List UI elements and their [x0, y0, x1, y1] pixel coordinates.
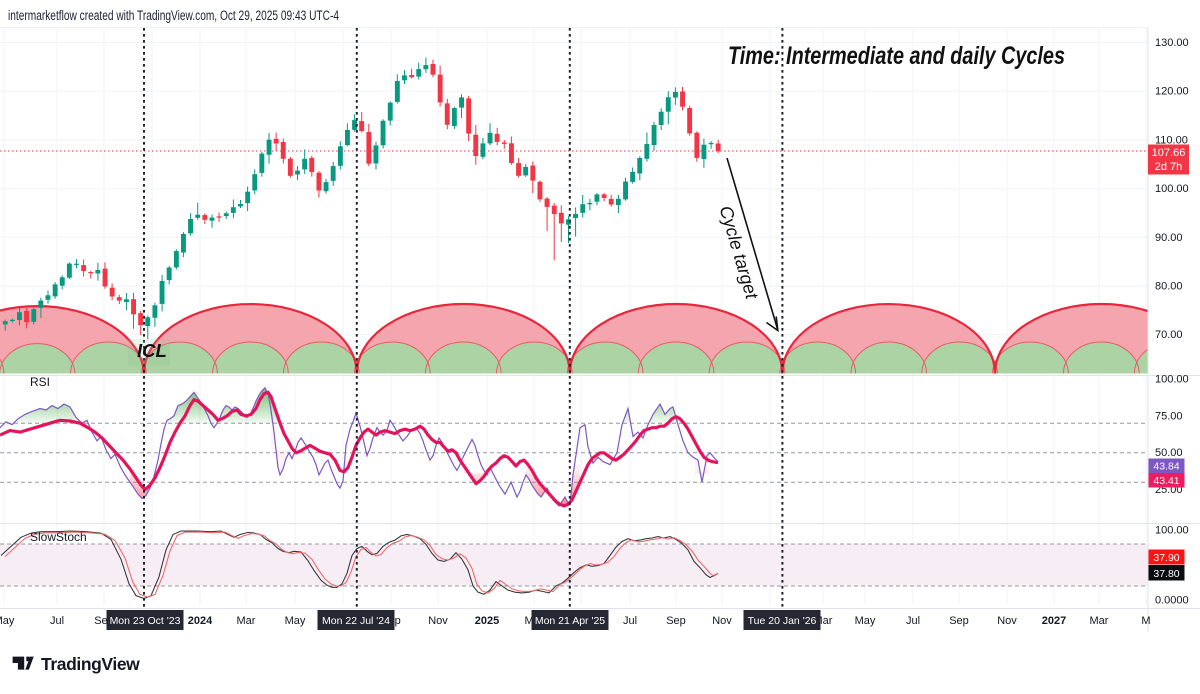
svg-text:Mon 23 Oct '23: Mon 23 Oct '23 [110, 615, 181, 627]
svg-text:May: May [0, 615, 15, 627]
svg-text:Jul: Jul [50, 615, 64, 627]
svg-text:2025: 2025 [475, 615, 499, 627]
svg-text:70.00: 70.00 [1155, 329, 1183, 341]
svg-text:100.00: 100.00 [1155, 525, 1189, 537]
svg-text:110.00: 110.00 [1155, 134, 1188, 146]
svg-text:50.00: 50.00 [1155, 447, 1183, 459]
svg-text:Mon 21 Apr '25: Mon 21 Apr '25 [535, 615, 605, 627]
svg-text:107.66: 107.66 [1152, 147, 1186, 159]
svg-text:SlowStoch: SlowStoch [30, 530, 87, 544]
svg-text:43.84: 43.84 [1153, 461, 1179, 473]
svg-text:Nov: Nov [712, 615, 732, 627]
svg-text:Time: Intermediate and daily C: Time: Intermediate and daily Cycles [728, 42, 1065, 70]
svg-text:May: May [855, 615, 876, 627]
svg-text:2d 7h: 2d 7h [1155, 161, 1183, 173]
svg-text:M: M [1141, 615, 1150, 627]
svg-text:43.41: 43.41 [1153, 475, 1179, 487]
svg-text:0.0000: 0.0000 [1155, 595, 1189, 607]
svg-text:RSI: RSI [30, 375, 50, 389]
svg-text:May: May [285, 615, 306, 627]
svg-text:100.00: 100.00 [1155, 183, 1189, 195]
svg-text:TradingView: TradingView [41, 654, 140, 674]
svg-text:intermarketflow created with T: intermarketflow created with TradingView… [8, 8, 339, 23]
svg-text:Jul: Jul [623, 615, 637, 627]
svg-text:Mar: Mar [1090, 615, 1109, 627]
svg-text:120.00: 120.00 [1155, 86, 1189, 98]
svg-text:2024: 2024 [188, 615, 213, 627]
svg-text:100.00: 100.00 [1155, 374, 1189, 386]
svg-text:37.90: 37.90 [1153, 552, 1179, 564]
svg-text:Nov: Nov [428, 615, 448, 627]
svg-text:Sep: Sep [949, 615, 969, 627]
svg-text:Mon 22 Jul '24: Mon 22 Jul '24 [322, 615, 390, 627]
svg-text:Nov: Nov [997, 615, 1017, 627]
svg-text:80.00: 80.00 [1155, 281, 1183, 293]
svg-text:Jul: Jul [906, 615, 920, 627]
svg-text:90.00: 90.00 [1155, 232, 1183, 244]
svg-text:130.00: 130.00 [1155, 37, 1189, 49]
svg-text:ICL: ICL [137, 340, 167, 361]
svg-text:Sep: Sep [666, 615, 686, 627]
svg-text:75.00: 75.00 [1155, 410, 1183, 422]
svg-text:37.80: 37.80 [1153, 568, 1179, 580]
svg-text:2027: 2027 [1042, 615, 1066, 627]
svg-text:Mar: Mar [237, 615, 256, 627]
svg-text:Tue 20 Jan '26: Tue 20 Jan '26 [748, 615, 817, 627]
